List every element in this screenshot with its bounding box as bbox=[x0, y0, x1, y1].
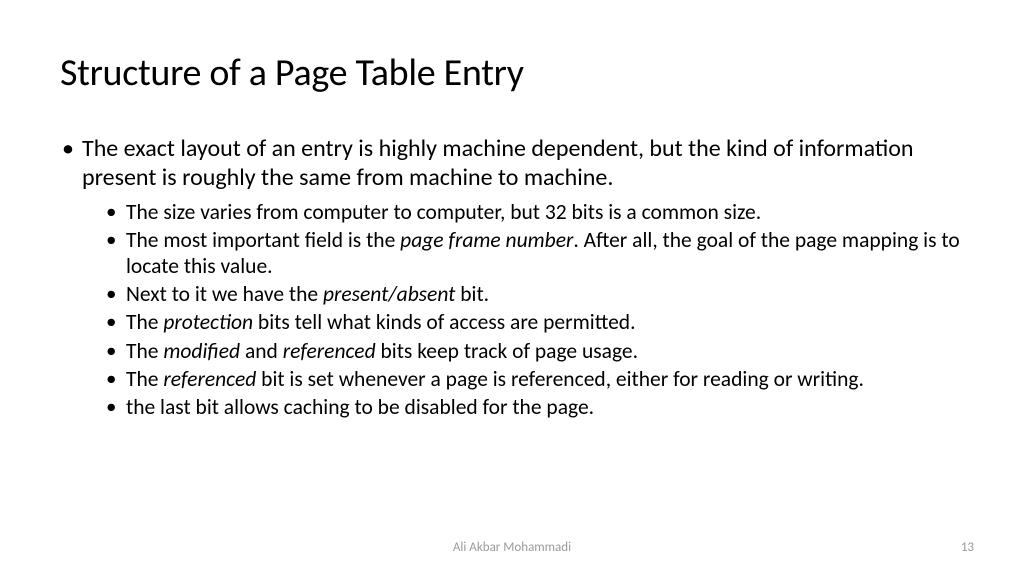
sub-b3b: bit. bbox=[455, 281, 489, 307]
sub-bullet-6: The referenced bit is set whenever a pag… bbox=[82, 366, 964, 392]
sub-bullet-1: The size varies from computer to compute… bbox=[82, 199, 964, 225]
sub-b5-em1: modified bbox=[163, 338, 240, 364]
sub-b2a: The most important field is the bbox=[126, 227, 400, 253]
bullet-list-level2: The size varies from computer to compute… bbox=[82, 199, 964, 421]
sub-bullet-7: the last bit allows caching to be disabl… bbox=[82, 394, 964, 420]
sub-b5-em2: referenced bbox=[283, 338, 376, 364]
footer-author: Ali Akbar Mohammadi bbox=[0, 540, 1024, 555]
sub-b6a: The bbox=[126, 366, 163, 392]
sub-b2-em: page frame number bbox=[400, 227, 573, 253]
sub-b5b: bits keep track of page usage. bbox=[376, 338, 638, 364]
slide-footer: Ali Akbar Mohammadi 13 bbox=[0, 540, 1024, 560]
sub-b6-em: referenced bbox=[163, 366, 256, 392]
sub-b4b: bits tell what kinds of access are permi… bbox=[253, 309, 635, 335]
slide: Structure of a Page Table Entry The exac… bbox=[0, 0, 1024, 576]
slide-title: Structure of a Page Table Entry bbox=[60, 50, 964, 96]
sub-b5mid: and bbox=[240, 338, 283, 364]
bullet-list-level1: The exact layout of an entry is highly m… bbox=[60, 134, 964, 420]
sub-bullet-2: The most important field is the page fra… bbox=[82, 227, 964, 279]
sub-b4a: The bbox=[126, 309, 163, 335]
sub-bullet-3: Next to it we have the present/absent bi… bbox=[82, 281, 964, 307]
sub-b3-em: present/absent bbox=[323, 281, 455, 307]
bullet-main-text: The exact layout of an entry is highly m… bbox=[82, 134, 914, 192]
sub-b4-em: protection bbox=[163, 309, 253, 335]
sub-b3a: Next to it we have the bbox=[126, 281, 323, 307]
sub-bullet-5: The modified and referenced bits keep tr… bbox=[82, 338, 964, 364]
sub-b6b: bit is set whenever a page is referenced… bbox=[256, 366, 864, 392]
footer-page-number: 13 bbox=[961, 540, 974, 555]
bullet-main: The exact layout of an entry is highly m… bbox=[60, 134, 964, 420]
sub-b5a: The bbox=[126, 338, 163, 364]
sub-bullet-4: The protection bits tell what kinds of a… bbox=[82, 309, 964, 335]
